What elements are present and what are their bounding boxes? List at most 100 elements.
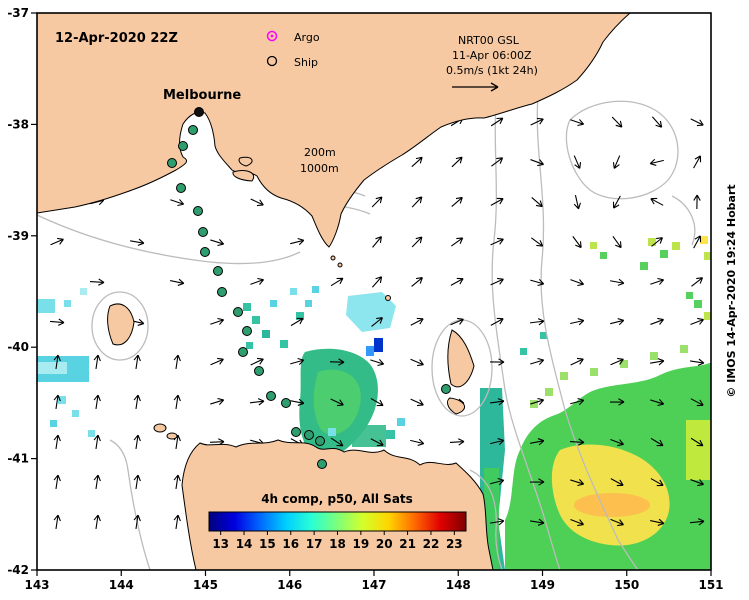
current-arrow xyxy=(411,156,423,168)
ship-observation-dot xyxy=(441,384,451,394)
current-arrow xyxy=(410,398,424,407)
mainland-australia xyxy=(37,13,631,248)
ship-observation-dot xyxy=(304,430,314,440)
colorbar-tick-label: 17 xyxy=(306,537,323,551)
credit-text: © IMOS 14-Apr-2020 19:24 Hobart xyxy=(725,184,738,397)
current-arrow xyxy=(530,397,545,405)
current-arrow xyxy=(490,518,505,526)
current-arrow xyxy=(451,237,464,247)
legend-argo-label: Argo xyxy=(294,31,320,44)
y-tick-label: -42 xyxy=(7,563,29,577)
current-arrow xyxy=(250,357,264,366)
cape-barren-island xyxy=(447,397,465,415)
current-arrow xyxy=(370,398,384,407)
colorbar: 4h comp, p50, All Sats 13 14 15 16 17 18 19 20 2… xyxy=(208,492,467,551)
current-arrow xyxy=(612,195,621,209)
x-tick-label: 145 xyxy=(193,578,218,592)
current-arrow xyxy=(410,438,425,446)
current-arrow xyxy=(49,318,65,326)
current-arrow xyxy=(210,239,225,247)
ship-observation-dot xyxy=(233,307,243,317)
bathymetry-contours xyxy=(37,91,696,570)
current-arrow xyxy=(649,158,664,166)
current-arrow xyxy=(53,514,61,530)
y-tick-label: -41 xyxy=(7,452,29,466)
current-arrow xyxy=(133,434,141,450)
x-tick-label: 149 xyxy=(530,578,555,592)
current-arrow xyxy=(489,358,505,366)
colorbar-tick-label: 16 xyxy=(282,537,299,551)
colorbar-title: 4h comp, p50, All Sats xyxy=(261,492,413,506)
current-arrow xyxy=(570,318,585,326)
current-arrow xyxy=(53,434,61,450)
current-arrow xyxy=(330,437,344,447)
current-arrow xyxy=(530,159,544,167)
city-label: Melbourne xyxy=(163,88,241,103)
colorbar-tick-label: 23 xyxy=(446,537,463,551)
current-arrow xyxy=(690,437,704,447)
y-tick-label: -39 xyxy=(7,229,29,243)
current-arrow xyxy=(651,237,663,247)
key-arrow xyxy=(452,82,499,92)
current-arrow xyxy=(530,117,544,126)
ship-observation-dot xyxy=(242,326,252,336)
colorbar-tick-label: 20 xyxy=(376,537,393,551)
current-arrow xyxy=(610,278,625,286)
current-arrow xyxy=(650,358,665,366)
x-axis: 143 144 145 146 147 148 149 150 151 xyxy=(24,570,724,592)
current-arrow xyxy=(450,277,464,286)
current-arrow xyxy=(691,277,704,287)
ship-track-dots xyxy=(167,107,451,469)
current-arrow xyxy=(651,116,663,128)
colorbar-tick-label: 14 xyxy=(236,537,253,551)
current-arrow xyxy=(650,399,665,407)
current-arrow xyxy=(210,397,225,405)
colorbar-tick-label: 15 xyxy=(259,537,276,551)
colorbar-tick-label: 21 xyxy=(399,537,416,551)
current-arrow xyxy=(529,318,545,326)
current-arrow xyxy=(411,276,423,287)
islet xyxy=(330,255,336,261)
ship-observation-dot xyxy=(266,391,276,401)
current-arrow xyxy=(210,317,225,325)
legend: Argo Ship xyxy=(266,30,320,69)
current-arrow xyxy=(612,155,621,169)
current-arrow xyxy=(573,195,581,210)
ship-observation-dot xyxy=(200,247,210,257)
current-arrow xyxy=(610,439,624,447)
current-arrow xyxy=(372,236,382,248)
current-arrow xyxy=(530,438,545,446)
current-arrow xyxy=(650,317,664,325)
current-arrow xyxy=(330,398,344,407)
current-arrow xyxy=(451,196,463,208)
islet xyxy=(385,295,391,301)
current-arrow xyxy=(490,237,504,246)
current-arrow xyxy=(570,397,585,406)
french-island xyxy=(238,156,253,167)
current-arrow xyxy=(50,237,64,246)
current-arrow xyxy=(370,359,385,367)
y-tick-label: -38 xyxy=(7,117,29,131)
current-arrow xyxy=(491,157,504,167)
current-arrow xyxy=(693,155,702,169)
depth-label-200m: 200m xyxy=(304,146,336,159)
current-arrow xyxy=(650,437,664,447)
current-arrow xyxy=(610,318,625,326)
ship-observation-dot xyxy=(193,206,203,216)
current-arrow xyxy=(210,357,224,366)
ship-observation-dot xyxy=(317,459,327,469)
current-arrow xyxy=(53,354,61,370)
islet xyxy=(153,423,167,433)
current-arrow xyxy=(410,358,424,367)
current-arrow xyxy=(250,198,264,207)
vector-key: NRT00 GSL 11-Apr 06:00Z 0.5m/s (1kt 24h) xyxy=(446,34,538,92)
current-arrow xyxy=(609,398,625,406)
legend-ship-label: Ship xyxy=(294,56,318,69)
ship-observation-dot xyxy=(238,347,248,357)
current-arrow xyxy=(650,478,664,487)
current-arrow xyxy=(570,518,584,527)
king-island xyxy=(107,303,135,346)
current-arrow xyxy=(451,156,463,168)
current-arrow xyxy=(529,478,545,486)
x-tick-label: 147 xyxy=(361,578,386,592)
